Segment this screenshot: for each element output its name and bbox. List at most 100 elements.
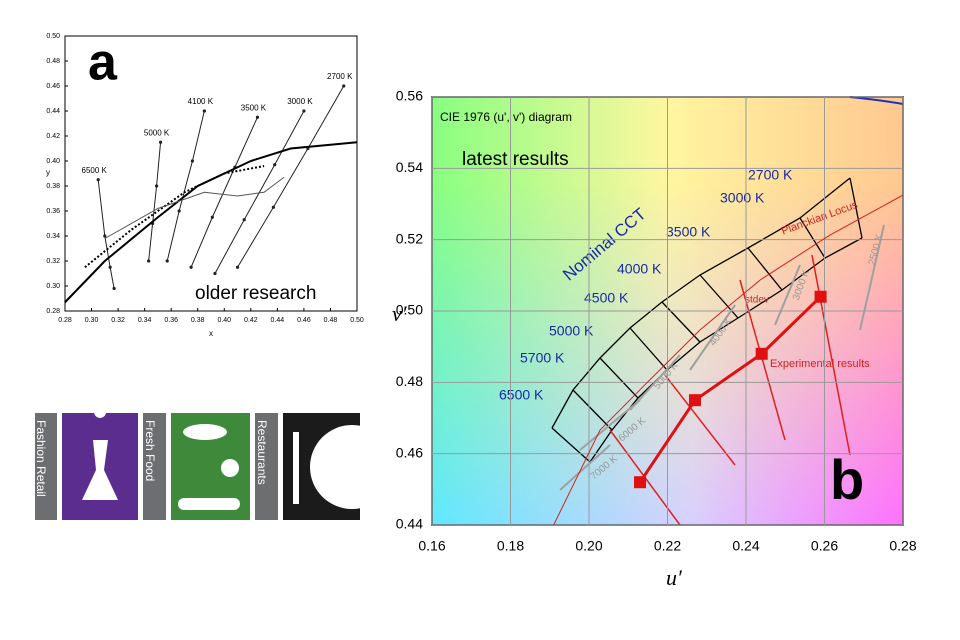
x-tick-label: 0.22 — [654, 538, 681, 554]
silhouette — [82, 406, 118, 500]
panel-label: b — [830, 448, 864, 511]
point-marker — [235, 265, 240, 269]
y-tick-label: 0.34 — [46, 233, 60, 240]
y-tick-label: 0.50 — [46, 33, 60, 40]
cct-label: 5700 K — [520, 350, 565, 366]
cct-box-edge — [661, 301, 701, 343]
x-tick-label: 0.24 — [732, 538, 759, 554]
cct-box-edge — [629, 327, 668, 371]
x-tick-label: 0.30 — [85, 317, 99, 324]
point-marker — [177, 209, 181, 213]
series-line — [190, 117, 258, 268]
x-tick-label: 0.32 — [111, 317, 125, 324]
mask — [360, 413, 370, 520]
y-tick-label: 0.50 — [396, 302, 423, 318]
y-tick-label: 0.48 — [46, 58, 60, 65]
series-label: 2700 K — [327, 72, 353, 81]
plate — [310, 425, 394, 509]
y-tick-label: 0.38 — [46, 183, 60, 190]
x-axis-label: x — [209, 329, 213, 338]
point-marker — [154, 184, 159, 188]
series-line — [638, 295, 822, 484]
y-tick-label: 0.36 — [46, 208, 60, 215]
annotation: latest results — [462, 149, 569, 170]
point-marker — [271, 205, 275, 209]
y-tick-label: 0.32 — [46, 258, 60, 265]
series-line — [148, 142, 162, 262]
series-line — [104, 176, 285, 239]
cct-box-edge — [599, 357, 639, 399]
series-line — [166, 110, 205, 262]
series-label: 4100 K — [188, 97, 214, 106]
fork — [293, 432, 299, 504]
x-tick-label: 0.50 — [350, 317, 364, 324]
point-marker — [96, 178, 100, 182]
cct-label: 3500 K — [666, 224, 711, 240]
point-marker — [189, 265, 193, 269]
point-marker — [165, 259, 169, 263]
point-marker — [103, 234, 107, 238]
point-marker — [190, 159, 195, 163]
x-tick-label: 0.44 — [271, 317, 285, 324]
x-tick-label: 0.28 — [58, 317, 72, 324]
cct-box-edge — [849, 177, 863, 239]
bread — [178, 498, 240, 510]
sector-panels: Fashion Retail Fresh Food Restaurants — [34, 406, 394, 520]
apple — [221, 459, 239, 477]
cct-box-edge — [747, 247, 783, 291]
point-marker — [634, 476, 647, 489]
series-label: 6500 K — [82, 166, 108, 175]
annotation: older research — [195, 283, 316, 304]
cct-label: 3000 K — [720, 190, 765, 206]
point-marker — [210, 215, 214, 219]
point-marker — [242, 218, 246, 222]
point-marker — [158, 140, 163, 144]
y-tick-label: 0.42 — [46, 133, 60, 140]
cct-label: 5000 K — [549, 323, 594, 339]
cct-box-edge — [551, 427, 591, 463]
panel-label: a — [88, 34, 118, 92]
y-tick-label: 0.28 — [46, 308, 60, 315]
y-tick-label: 0.56 — [396, 88, 423, 104]
cct-box-edge — [799, 217, 826, 259]
cct-label: 6500 K — [499, 387, 544, 403]
point-marker — [273, 163, 277, 167]
fish — [183, 424, 227, 440]
x-tick-label: 0.42 — [244, 317, 258, 324]
point-marker — [213, 271, 217, 276]
y-tick-label: 0.46 — [396, 444, 423, 460]
x-tick-label: 0.34 — [138, 317, 152, 324]
point-marker — [302, 109, 306, 113]
panel-label: Fashion Retail — [34, 420, 48, 497]
x-tick-label: 0.46 — [297, 317, 311, 324]
plot-frame — [64, 35, 358, 312]
y-tick-label: 0.46 — [46, 83, 60, 90]
series-label: 3500 K — [241, 103, 267, 112]
point-marker — [147, 259, 151, 263]
y-tick-label: 0.48 — [396, 373, 423, 389]
series-line — [237, 85, 345, 268]
chart-title: CIE 1976 (u', v') diagram — [440, 110, 572, 124]
panel-strip — [255, 413, 278, 520]
series-line — [64, 141, 358, 303]
series-label: Experimental results — [770, 358, 870, 370]
annotation: stdev — [745, 295, 769, 306]
series-line — [97, 179, 115, 289]
y-tick-label: 0.40 — [46, 158, 60, 165]
y-axis-label: v′ — [392, 301, 408, 326]
panel-strip — [143, 413, 166, 520]
series-line — [553, 194, 903, 525]
point-marker — [688, 394, 701, 407]
y-axis-label: y — [46, 168, 50, 177]
point-marker — [755, 347, 768, 360]
x-axis-label: u′ — [666, 565, 683, 590]
point-marker — [202, 109, 206, 113]
x-tick-label: 0.16 — [418, 538, 445, 554]
panel-label: Fresh Food — [143, 420, 157, 481]
x-tick-label: 0.48 — [324, 317, 338, 324]
x-tick-label: 0.36 — [164, 317, 178, 324]
y-tick-label: 0.44 — [396, 516, 423, 532]
x-tick-label: 0.28 — [889, 538, 916, 554]
panel-label: Restaurants — [255, 420, 269, 485]
y-tick-label: 0.54 — [396, 159, 423, 175]
